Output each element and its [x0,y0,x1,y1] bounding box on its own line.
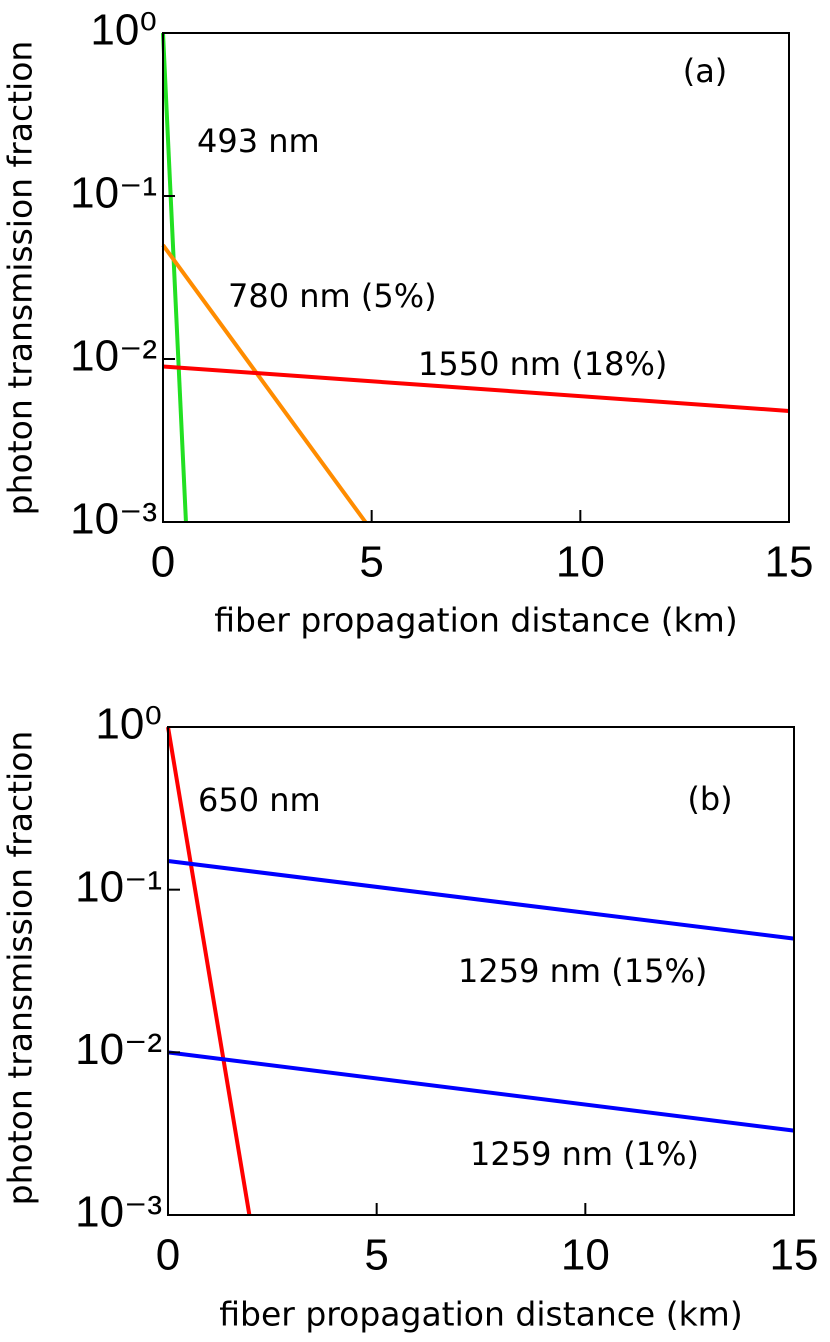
y-axis-title: photon transmission fraction [1,731,40,1206]
data-line [166,726,252,1216]
x-tick-label: 5 [364,1231,388,1280]
line-label: 1259 nm (1%) [470,1135,699,1173]
x-tick-label: 0 [156,1231,180,1280]
data-line [161,32,188,523]
data-line [167,859,795,941]
y-tick-label: 10⁻² [75,1025,162,1074]
x-tick-label: 15 [770,1231,819,1280]
x-tick-label: 0 [151,538,175,587]
x-tick-label: 15 [765,538,814,587]
line-label: 650 nm [198,781,321,819]
y-tick-label: 10⁻² [70,332,157,381]
y-tick-label: 10⁻³ [75,1188,162,1237]
x-tick-label: 5 [359,538,383,587]
line-label: 1550 nm (18%) [418,345,667,383]
y-axis-title: photon transmission fraction [1,41,40,516]
data-line [167,1050,795,1133]
plot-frame [162,32,790,523]
line-label: 493 nm [197,122,320,160]
x-tick-label: 10 [556,538,605,587]
y-tick-label: 10⁰ [90,6,157,55]
data-line [162,364,790,413]
line-label: 780 nm (5%) [228,277,437,315]
panel-label: (a) [683,52,728,90]
y-tick-label: 10⁰ [95,700,162,749]
y-tick-label: 10⁻¹ [75,862,162,911]
data-line [161,243,368,524]
x-tick-label: 10 [561,1231,610,1280]
y-tick-label: 10⁻³ [70,495,157,544]
x-axis-title: fiber propagation distance (km) [219,1295,742,1334]
panel-label: (b) [687,780,732,818]
line-label: 1259 nm (15%) [458,952,707,990]
x-axis-title: fiber propagation distance (km) [214,601,737,640]
y-tick-label: 10⁻¹ [70,169,157,218]
plot-frame [167,726,795,1216]
